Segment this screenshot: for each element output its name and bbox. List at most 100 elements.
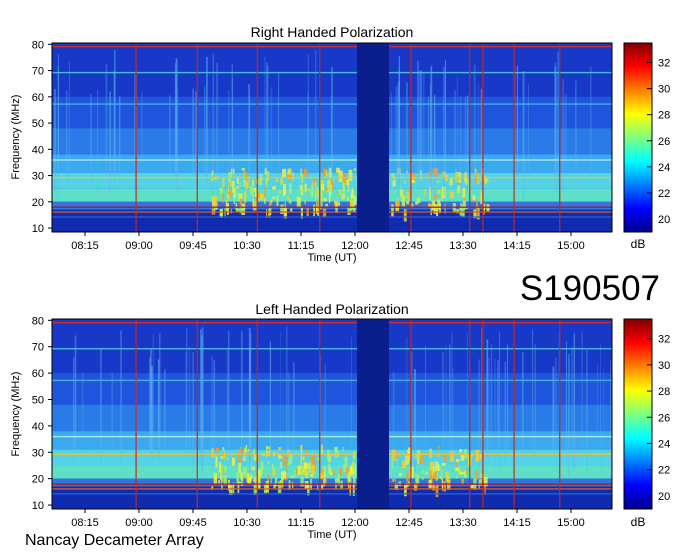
- burst-streak: [227, 184, 229, 193]
- emission-streak: [573, 333, 575, 470]
- burst-streak: [226, 457, 229, 461]
- colorbar-gradient: [623, 318, 653, 510]
- burst-streak: [300, 445, 303, 450]
- burst-streak: [472, 195, 476, 200]
- burst-streak: [252, 199, 254, 208]
- time-spike: [410, 319, 412, 509]
- burst-streak: [456, 188, 458, 195]
- burst-streak: [419, 170, 423, 181]
- burst-streak: [317, 485, 319, 491]
- burst-streak: [304, 199, 306, 205]
- burst-streak: [391, 457, 394, 468]
- burst-streak: [255, 187, 258, 197]
- burst-streak: [474, 168, 477, 176]
- emission-streak: [90, 93, 92, 184]
- burst-streak: [484, 480, 487, 483]
- burst-streak: [264, 168, 267, 175]
- burst-streak: [480, 190, 483, 194]
- emission-streak: [174, 62, 176, 173]
- burst-streak: [486, 179, 489, 182]
- burst-streak: [339, 467, 343, 477]
- interference-line: [52, 379, 612, 382]
- burst-streak: [237, 462, 242, 473]
- burst-streak: [258, 198, 260, 201]
- emission-streak: [556, 74, 558, 175]
- burst-streak: [422, 452, 423, 464]
- time-spike: [319, 43, 321, 232]
- burst-streak: [287, 449, 290, 455]
- emission-streak: [610, 360, 612, 479]
- burst-streak: [239, 182, 241, 189]
- burst-streak: [272, 196, 275, 200]
- burst-streak: [440, 197, 444, 201]
- burst-streak: [223, 451, 226, 460]
- emission-streak: [390, 92, 392, 172]
- burst-streak: [268, 207, 272, 215]
- burst-streak: [410, 202, 414, 208]
- burst-streak: [283, 184, 287, 196]
- burst-streak: [435, 167, 439, 177]
- emission-streak: [507, 344, 508, 457]
- data-gap: [357, 43, 389, 232]
- burst-streak: [405, 482, 409, 488]
- burst-streak: [279, 462, 283, 468]
- burst-streak: [325, 170, 328, 177]
- emission-streak: [562, 79, 564, 190]
- burst-streak: [332, 470, 335, 476]
- colorbar-tick-label: 26: [658, 136, 670, 148]
- burst-streak: [323, 478, 326, 487]
- burst-streak: [232, 181, 235, 193]
- y-axis-label: Frequency (MHz): [10, 372, 22, 457]
- burst-streak: [297, 465, 301, 475]
- burst-streak: [275, 178, 279, 182]
- x-axis-ticks: 08:15 09:00 09:45 10:30 11:15 12:00 12:45 13:30…: [71, 232, 585, 252]
- emission-streak: [351, 337, 352, 461]
- burst-streak: [443, 453, 447, 462]
- time-spike: [256, 319, 258, 509]
- burst-streak: [220, 456, 224, 459]
- burst-streak: [401, 195, 405, 207]
- burst-streak: [484, 176, 486, 183]
- colorbar-tick-label: 32: [658, 334, 670, 346]
- burst-streak: [320, 190, 323, 202]
- burst-streak: [294, 469, 296, 473]
- emission-streak: [114, 50, 116, 182]
- emission-streak: [392, 372, 395, 466]
- burst-streak: [463, 470, 467, 478]
- burst-streak: [464, 172, 467, 180]
- burst-streak: [352, 462, 356, 470]
- burst-streak: [244, 171, 247, 181]
- emission-streak: [568, 357, 570, 448]
- emission-streak: [315, 50, 317, 182]
- emission-streak: [430, 66, 433, 192]
- burst-streak: [280, 178, 284, 185]
- emission-streak: [82, 372, 84, 479]
- burst-streak: [328, 468, 332, 474]
- emission-streak: [201, 335, 203, 470]
- burst-streak: [242, 467, 247, 476]
- plot-frame: [51, 42, 613, 233]
- burst-streak: [219, 188, 224, 192]
- burst-streak: [336, 167, 341, 173]
- burst-streak: [276, 195, 279, 206]
- emission-streak: [445, 344, 447, 461]
- burst-streak: [295, 469, 299, 474]
- burst-streak: [342, 173, 347, 186]
- x-axis-ticks: 08:15 09:00 09:45 10:30 11:15 12:00 12:45 13:30…: [71, 509, 585, 529]
- burst-streak: [228, 196, 230, 201]
- burst-streak: [290, 208, 293, 212]
- burst-streak: [261, 467, 263, 475]
- emission-streak: [427, 96, 429, 194]
- time-spike: [135, 319, 137, 509]
- emission-streak: [269, 341, 271, 458]
- spectrogram-plot-area: [52, 43, 612, 232]
- emission-streak: [331, 94, 332, 174]
- burst-streak: [220, 470, 222, 481]
- y-tick-label: 60: [32, 92, 44, 104]
- burst-streak: [214, 202, 218, 210]
- burst-streak: [429, 189, 431, 201]
- burst-streak: [404, 181, 407, 184]
- burst-streak: [300, 476, 304, 487]
- burst-streak: [278, 454, 282, 459]
- burst-streak: [435, 485, 439, 498]
